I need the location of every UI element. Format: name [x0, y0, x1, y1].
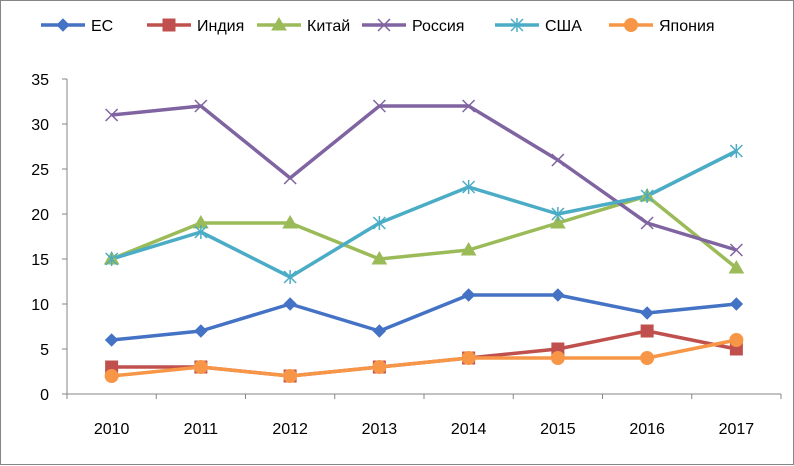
data-point-6-7 — [640, 351, 655, 365]
series-line-5 — [111, 149, 738, 279]
data-point-3-6 — [550, 215, 566, 229]
data-point-5-6 — [551, 207, 565, 221]
y-tick-label: 20 — [31, 207, 49, 224]
legend-label-1: ЕС — [91, 18, 113, 35]
x-tick-label: 2016 — [629, 421, 665, 438]
series-markers — [103, 99, 745, 383]
legend-marker-3 — [271, 17, 287, 31]
marker-stroke — [729, 243, 743, 257]
x-tick-label: 2011 — [184, 421, 219, 438]
data-point-5-3 — [283, 270, 297, 284]
x-tick-label: 2010 — [94, 421, 130, 438]
legend-label-4: Россия — [412, 18, 464, 35]
data-point-6-6 — [550, 351, 565, 365]
legend: ЕС Индия Китай Россия США Япония — [41, 17, 715, 35]
data-point-4-7 — [640, 216, 654, 230]
series-line-1 — [111, 293, 737, 342]
legend-marker-2 — [162, 18, 176, 32]
data-point-2-7 — [640, 324, 654, 338]
legend-marker-4 — [377, 18, 391, 32]
data-point-6-1 — [104, 369, 119, 383]
data-point-1-4 — [372, 324, 387, 338]
data-point-1-3 — [283, 297, 297, 311]
legend-label-5: США — [545, 18, 582, 35]
data-point-5-8 — [729, 144, 743, 158]
data-point-1-7 — [640, 306, 654, 320]
x-tick-label: 2015 — [540, 421, 576, 438]
series-line-6 — [111, 338, 737, 378]
legend-label-3: Китай — [307, 18, 350, 35]
marker-stroke — [640, 216, 654, 230]
data-point-5-5 — [462, 180, 476, 194]
data-point-3-3 — [282, 215, 298, 229]
data-point-4-3 — [283, 171, 297, 185]
data-point-1-8 — [729, 297, 744, 311]
data-point-6-5 — [461, 351, 476, 365]
marker-stroke — [372, 99, 386, 113]
data-point-1-1 — [104, 333, 119, 347]
legend-marker-5 — [510, 18, 524, 32]
x-tick-label: 2014 — [451, 421, 487, 438]
y-tick-labels: 0 5 10 15 20 25 30 35 — [31, 72, 49, 404]
data-point-5-4 — [372, 216, 386, 230]
y-tick-label: 15 — [31, 252, 49, 269]
data-point-5-2 — [194, 225, 208, 239]
data-point-4-8 — [729, 243, 743, 257]
data-point-5-7 — [640, 189, 654, 203]
data-point-3-8 — [728, 260, 745, 274]
x-tick-labels: 2010 2011 2012 2013 2014 2015 2016 2017 — [94, 421, 754, 438]
data-point-6-8 — [729, 333, 744, 347]
data-point-4-1 — [105, 108, 119, 122]
data-point-4-6 — [551, 153, 565, 167]
marker-stroke — [462, 99, 476, 113]
y-tick-label: 30 — [31, 117, 49, 134]
data-point-6-2 — [193, 360, 208, 374]
data-point-1-6 — [551, 288, 565, 302]
x-tick-label: 2017 — [719, 421, 755, 438]
data-point-4-4 — [372, 99, 386, 113]
x-tick-label: 2013 — [362, 421, 398, 438]
data-point-3-4 — [371, 251, 388, 265]
marker-stroke — [377, 18, 391, 32]
legend-label-6: Япония — [659, 18, 715, 35]
series-lines — [110, 104, 738, 378]
x-tick-label: 2012 — [272, 421, 308, 438]
data-point-4-5 — [462, 99, 476, 113]
marker-stroke — [551, 153, 565, 167]
legend-marker-1 — [56, 18, 70, 32]
data-point-5-1 — [105, 252, 119, 266]
y-tick-label: 5 — [40, 342, 49, 359]
y-tick-label: 35 — [31, 72, 49, 89]
y-tick-label: 10 — [31, 297, 49, 314]
legend-marker-6 — [624, 18, 638, 32]
y-tick-label: 25 — [31, 162, 49, 179]
axes — [62, 78, 782, 399]
marker-stroke — [283, 171, 297, 185]
data-point-6-3 — [283, 369, 298, 383]
data-point-3-5 — [460, 242, 477, 256]
data-point-6-4 — [372, 360, 387, 374]
data-point-4-2 — [194, 99, 208, 113]
marker-stroke — [105, 108, 119, 122]
y-tick-label: 0 — [40, 387, 49, 404]
data-point-1-5 — [461, 288, 476, 302]
data-point-1-2 — [194, 324, 208, 338]
marker-stroke — [194, 99, 208, 113]
series-line-4 — [111, 104, 737, 252]
legend-label-2: Индия — [197, 18, 244, 35]
